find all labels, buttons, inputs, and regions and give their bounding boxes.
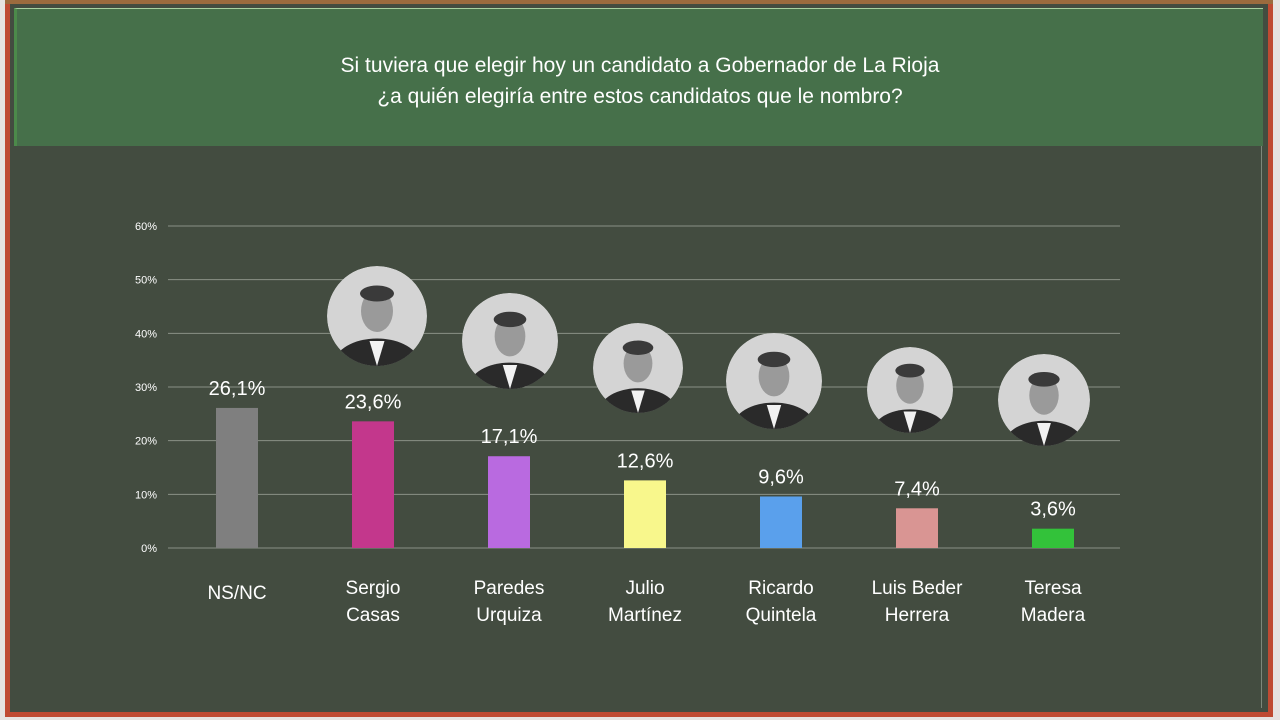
chart-title: Si tuviera que elegir hoy un candidato a…: [0, 50, 1280, 112]
category-label: Luis Beder Herrera: [872, 578, 964, 626]
y-tick-label: 30%: [135, 382, 157, 394]
candidate-photo: [726, 333, 822, 429]
bar: [896, 508, 938, 548]
data-label: 23,6%: [345, 391, 402, 413]
y-tick-label: 40%: [135, 328, 157, 340]
title-line-1: Si tuviera que elegir hoy un candidato a…: [340, 54, 940, 77]
inner-border-line: [1261, 8, 1262, 708]
bar: [760, 496, 802, 548]
bar: [352, 421, 394, 548]
y-tick-label: 20%: [135, 436, 157, 448]
candidate-photo: [998, 354, 1090, 446]
slide-top-border: [5, 0, 1273, 4]
title-band: [14, 8, 1263, 146]
category-label: NS/NC: [207, 583, 266, 604]
bar: [488, 456, 530, 548]
data-label: 3,6%: [1030, 499, 1076, 521]
category-label: Julio Martínez: [608, 578, 682, 626]
candidate-photo: [593, 323, 683, 413]
data-label: 17,1%: [481, 426, 538, 448]
data-label: 12,6%: [617, 450, 674, 472]
y-tick-label: 0%: [141, 543, 157, 555]
title-line-2: ¿a quién elegiría entre estos candidatos…: [377, 85, 903, 108]
candidate-photo: [462, 293, 558, 389]
category-label: Sergio Casas: [346, 578, 401, 626]
bar: [216, 407, 258, 548]
candidate-photo: [867, 347, 953, 433]
y-tick-label: 50%: [135, 275, 157, 287]
category-label: Teresa Madera: [1021, 578, 1086, 626]
candidate-photo: [327, 266, 427, 366]
category-label: Paredes Urquiza: [474, 578, 545, 626]
y-tick-label: 10%: [135, 489, 157, 501]
data-label: 7,4%: [894, 478, 940, 500]
category-label: Ricardo Quintela: [746, 578, 817, 626]
data-label: 9,6%: [758, 466, 804, 488]
y-tick-label: 60%: [135, 221, 157, 233]
data-label: 26,1%: [209, 378, 266, 400]
bar: [1032, 528, 1074, 548]
bar: [624, 480, 666, 548]
